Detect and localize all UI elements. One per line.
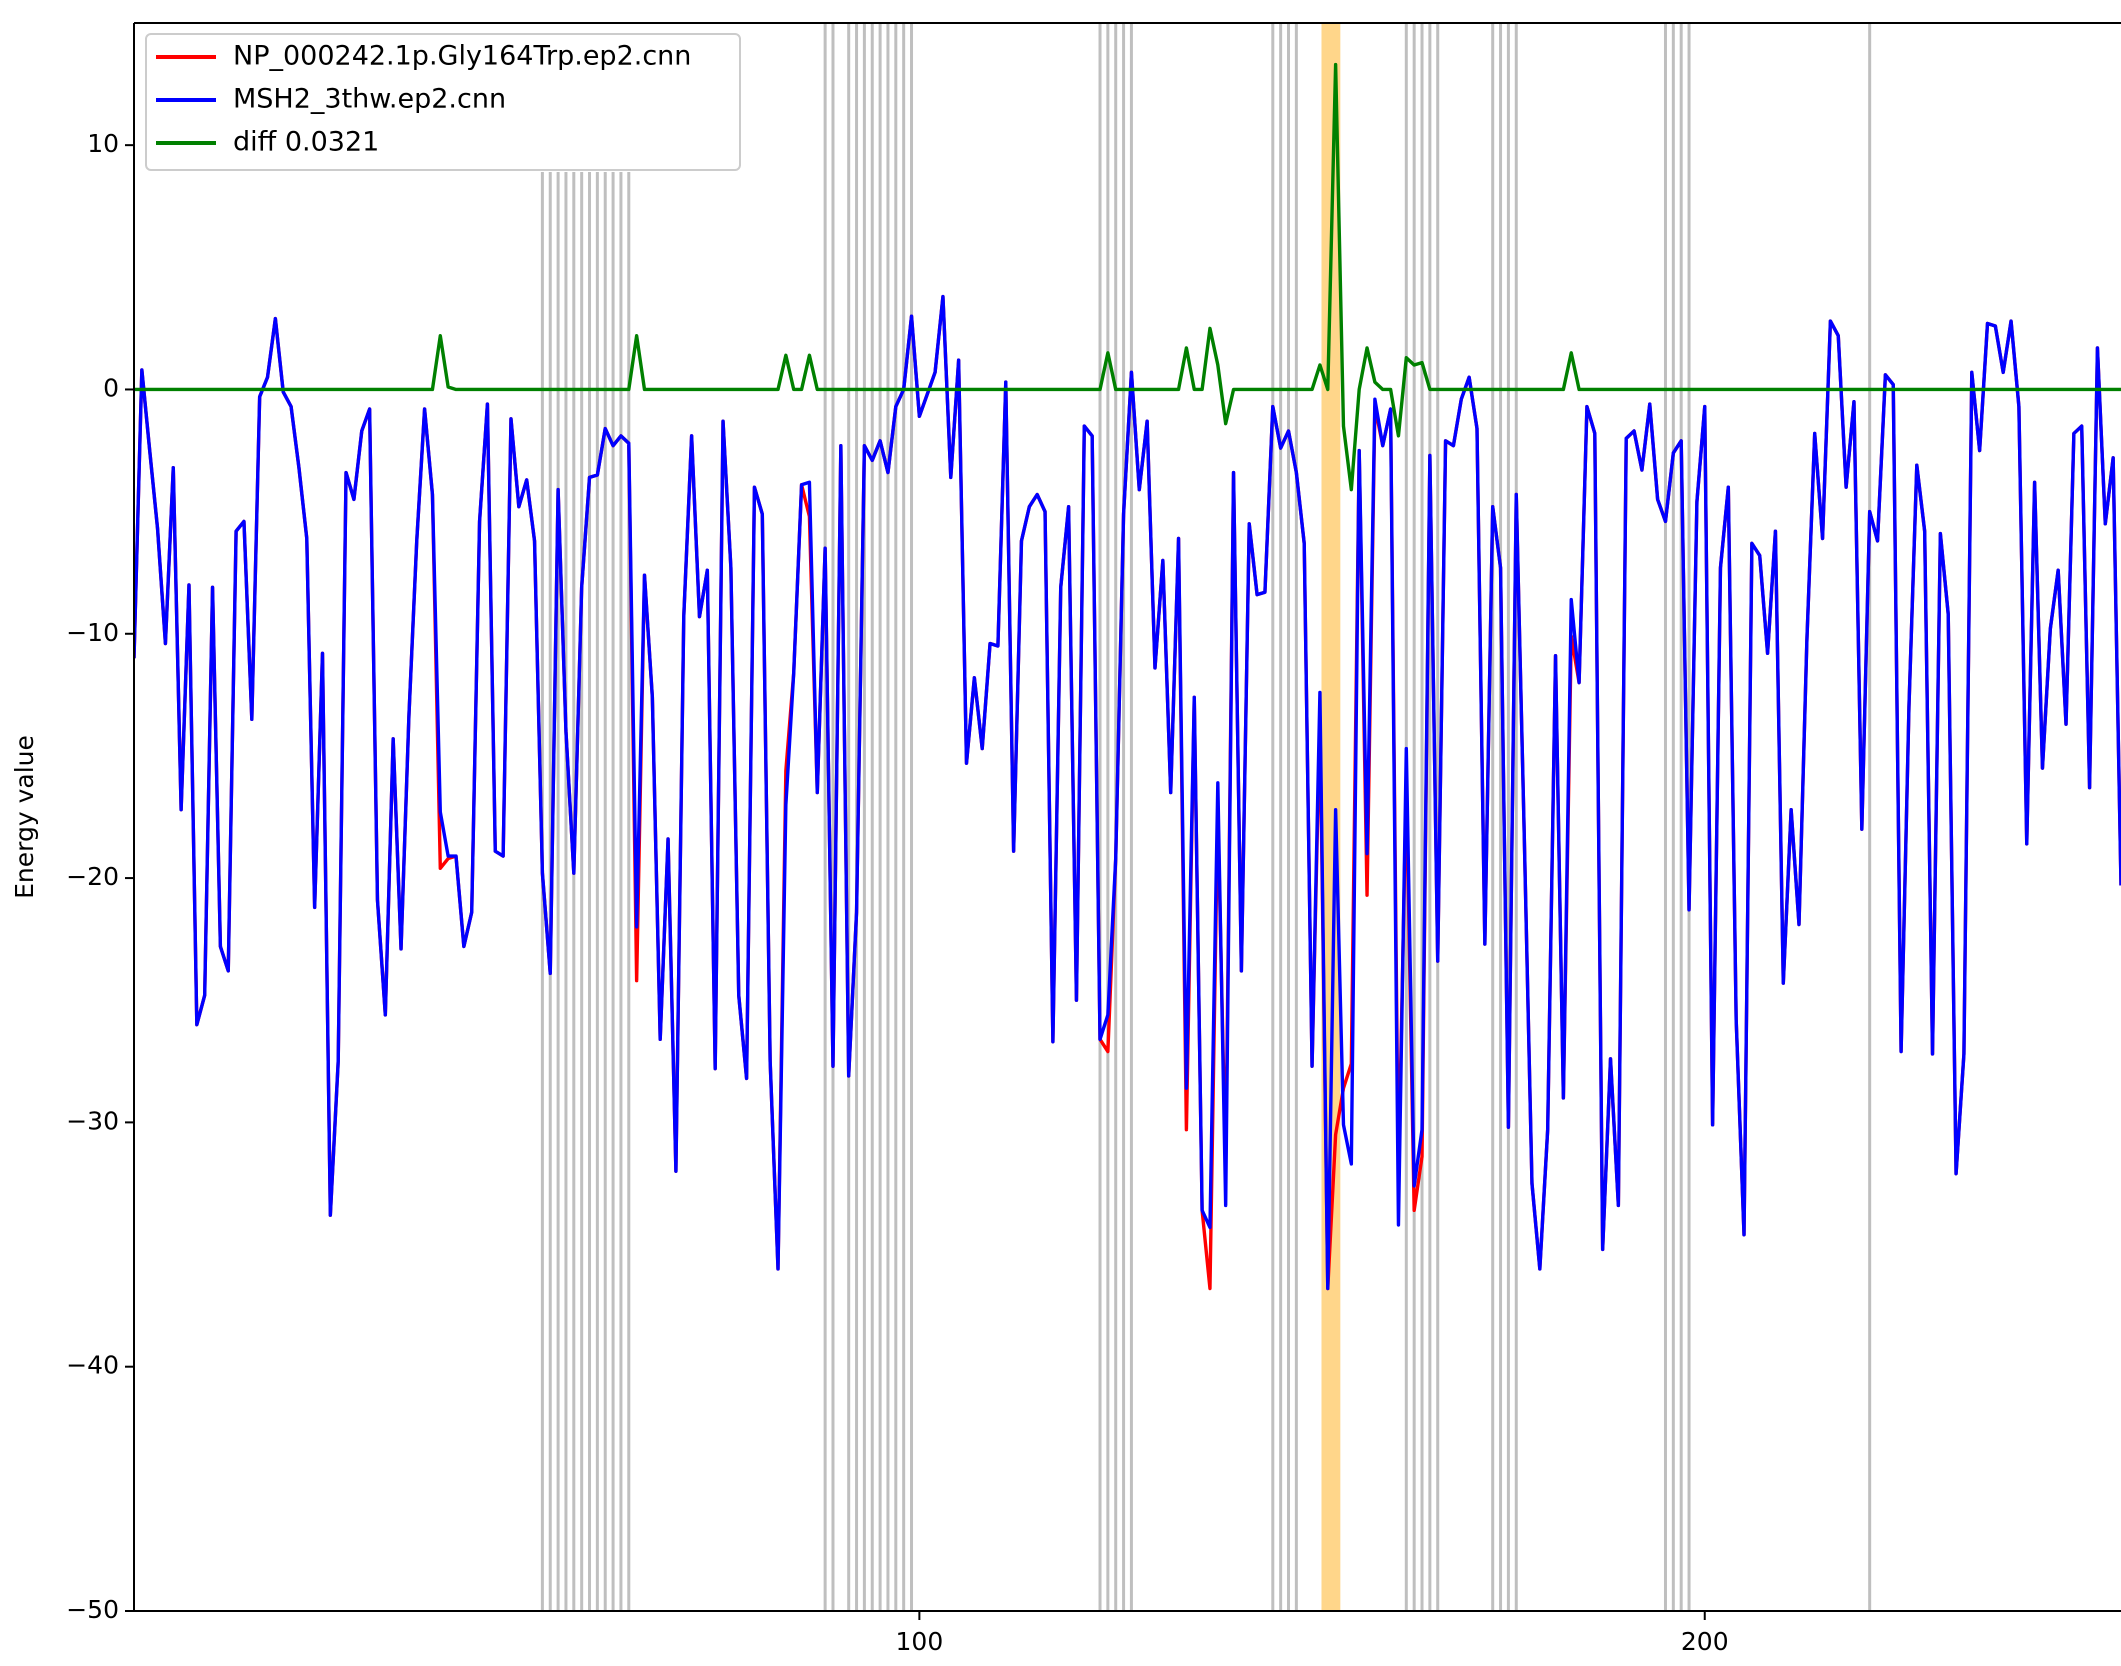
- y-tick-label: −30: [66, 1106, 119, 1135]
- axes: −50 −40 −30 −20 −10 0 10 100 200: [66, 22, 2121, 1656]
- y-tick-label: −20: [66, 862, 119, 891]
- legend: NP_000242.1p.Gly164Trp.ep2.cnn MSH2_3thw.…: [145, 33, 741, 171]
- y-tick-label: −40: [66, 1351, 119, 1380]
- y-tick-label: −50: [66, 1595, 119, 1624]
- y-tick-label: 10: [87, 129, 119, 158]
- y-tick-label: 0: [103, 373, 119, 402]
- y-tick-label: −10: [66, 618, 119, 647]
- legend-box: [145, 33, 741, 171]
- legend-label: MSH2_3thw.ep2.cnn: [233, 84, 506, 115]
- legend-label: diff 0.0321: [233, 127, 379, 158]
- plot-area: [540, 23, 1872, 1611]
- legend-label: NP_000242.1p.Gly164Trp.ep2.cnn: [233, 41, 691, 72]
- series-lines: [134, 62, 2121, 1291]
- series-line: [134, 62, 2121, 492]
- y-axis-label: Energy value: [10, 735, 39, 899]
- series-line: [134, 294, 2121, 1291]
- x-tick-label: 100: [896, 1627, 944, 1656]
- x-tick-label: 200: [1681, 1627, 1729, 1656]
